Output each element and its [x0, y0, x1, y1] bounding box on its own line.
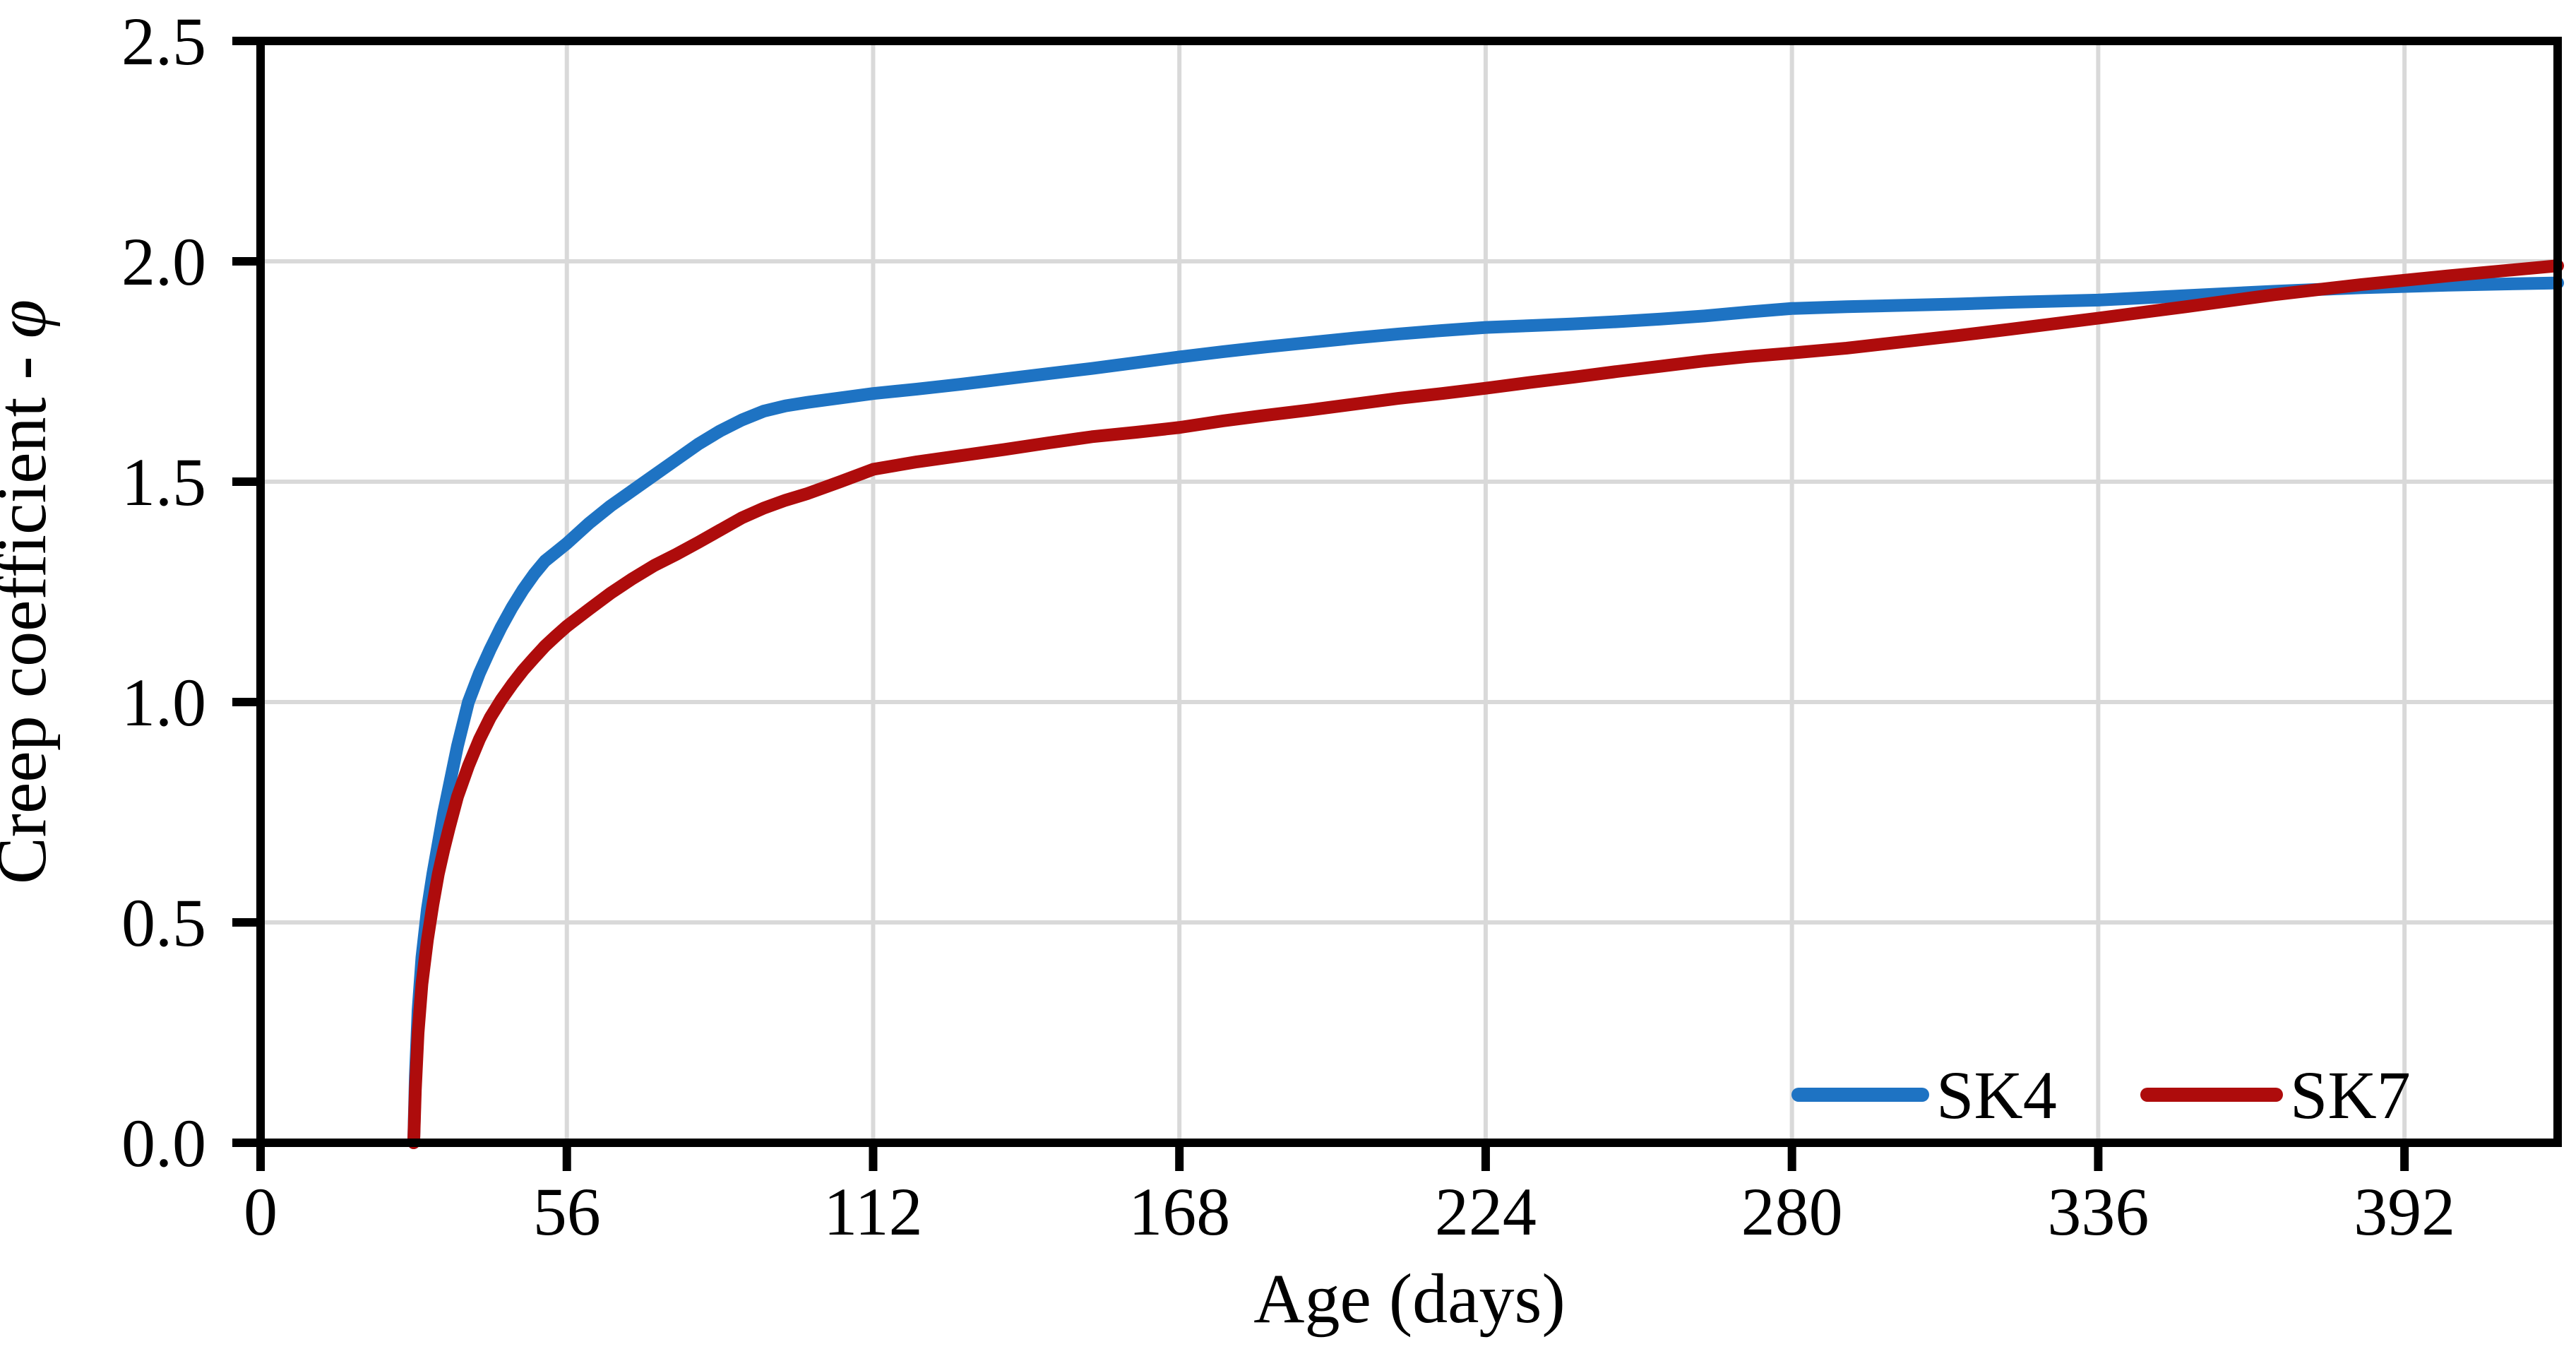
x-tick-label: 168	[1128, 1174, 1230, 1249]
x-tick-label: 112	[823, 1174, 922, 1249]
series-line-sk7	[407, 259, 2564, 1149]
series-lines	[407, 259, 2564, 1149]
legend: SK4 SK7	[1791, 1057, 2411, 1133]
y-axis-title-text: Creep coefficient -	[0, 338, 61, 884]
x-tick-label: 224	[1435, 1174, 1537, 1249]
legend-label-sk7: SK7	[2290, 1057, 2411, 1133]
x-tick-label: 336	[2047, 1174, 2149, 1249]
y-axis-tick-labels: 0.0 0.5 1.0 1.5 2.0 2.5	[121, 4, 206, 1181]
axis-tick-marks	[232, 37, 2409, 1171]
y-axis-title-phi-symbol: φ	[0, 299, 61, 338]
y-tick-label: 2.0	[121, 224, 206, 299]
series-line-sk4	[407, 276, 2564, 1149]
x-axis-tick-labels: 0 56 112 168 224 280 336 392	[244, 1174, 2455, 1249]
y-tick-label: 0.5	[121, 885, 206, 961]
plot-border	[256, 37, 2562, 1147]
x-tick-label: 280	[1741, 1174, 1843, 1249]
y-tick-label: 1.0	[121, 665, 206, 740]
y-tick-label: 0.0	[121, 1105, 206, 1181]
y-tick-label: 1.5	[121, 444, 206, 520]
x-axis-title: Age (days)	[1253, 1259, 1566, 1338]
y-tick-label: 2.5	[121, 4, 206, 79]
y-axis-title: Creep coefficient - φ	[0, 299, 61, 884]
x-tick-label: 0	[244, 1174, 278, 1249]
legend-label-sk4: SK4	[1936, 1057, 2057, 1133]
x-tick-label: 392	[2354, 1174, 2455, 1249]
x-tick-label: 56	[533, 1174, 601, 1249]
